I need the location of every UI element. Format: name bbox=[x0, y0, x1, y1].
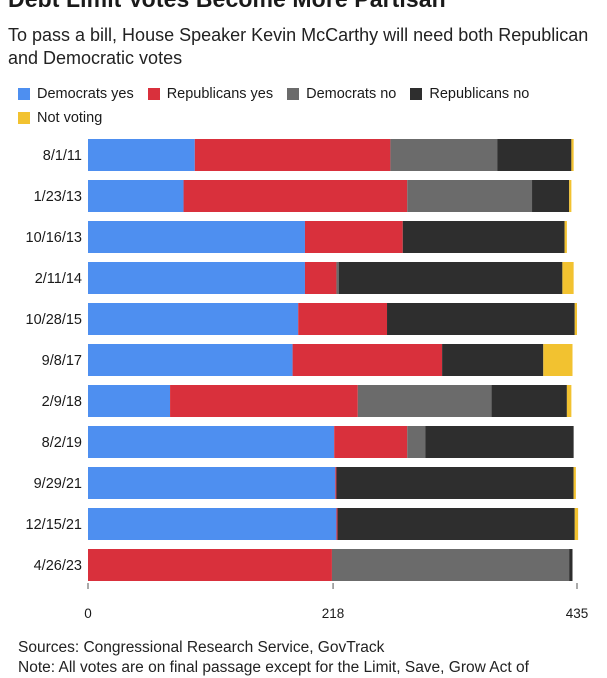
bar-segment-republicans-yes bbox=[298, 303, 388, 335]
chart-subtitle: To pass a bill, House Speaker Kevin McCa… bbox=[8, 25, 589, 68]
footnote: Note: All votes are on final passage exc… bbox=[18, 659, 529, 676]
y-tick-label: 1/23/13 bbox=[34, 189, 82, 205]
legend-label-democrats-no: Democrats no bbox=[306, 86, 397, 102]
bar-segment-republicans-yes bbox=[336, 508, 338, 540]
legend-row-1: Democrats yes Republicans yes Democrats … bbox=[18, 82, 598, 106]
y-tick-label: 4/26/23 bbox=[34, 558, 82, 574]
y-tick-label: 8/1/11 bbox=[43, 148, 82, 164]
bar-segment-democrats-yes bbox=[88, 467, 336, 499]
bar-segment-democrats-yes bbox=[88, 344, 293, 376]
bar-segment-republicans-no bbox=[532, 180, 570, 212]
legend-swatch-republicans-no bbox=[410, 88, 423, 100]
bar-segment-democrats-no bbox=[390, 139, 498, 171]
legend-label-democrats-yes: Democrats yes bbox=[37, 86, 134, 102]
y-tick-label: 10/16/13 bbox=[26, 230, 82, 246]
legend-item-democrats-yes: Democrats yes bbox=[18, 86, 134, 102]
x-tick-label: 435 bbox=[566, 606, 589, 621]
x-tick-label: 218 bbox=[322, 606, 345, 621]
bar-segment-republicans-no bbox=[338, 262, 563, 294]
y-tick-label: 10/28/15 bbox=[26, 312, 82, 328]
sources-note: Sources: Congressional Research Service,… bbox=[18, 639, 385, 656]
bar-segment-democrats-yes bbox=[88, 262, 305, 294]
bar-segment-democrats-yes bbox=[88, 508, 337, 540]
bar-segment-democrats-no bbox=[407, 426, 426, 458]
legend-item-republicans-yes: Republicans yes bbox=[147, 86, 274, 102]
chart-title: Debt Limit Votes Become More Partisan bbox=[8, 0, 446, 13]
legend-item-republicans-no: Republicans no bbox=[410, 86, 529, 102]
chart-footer: Sources: Congressional Research Service,… bbox=[18, 638, 603, 678]
bar-segment-democrats-yes bbox=[88, 426, 335, 458]
y-tick-label: 12/15/21 bbox=[26, 517, 82, 533]
bar-segment-democrats-yes bbox=[88, 180, 184, 212]
y-tick-label: 2/9/18 bbox=[42, 394, 82, 410]
legend-label-republicans-no: Republicans no bbox=[429, 86, 530, 102]
bar-segment-democrats-no bbox=[407, 180, 533, 212]
bar-segment-democrats-yes bbox=[88, 385, 171, 417]
bar-segment-republicans-yes bbox=[304, 262, 337, 294]
bar-segment-democrats-no bbox=[331, 549, 570, 581]
bar-segment-republicans-no bbox=[491, 385, 567, 417]
y-tick-label: 2/11/14 bbox=[35, 271, 82, 287]
bar-segment-republicans-yes bbox=[335, 467, 337, 499]
legend-swatch-not-voting bbox=[18, 112, 30, 124]
y-tick-label: 9/8/17 bbox=[42, 353, 82, 369]
bar-segment-not-voting bbox=[574, 303, 577, 335]
y-tick-label: 9/29/21 bbox=[34, 476, 82, 492]
bar-segment-republicans-no bbox=[402, 221, 565, 253]
bar-segment-not-voting bbox=[574, 508, 579, 540]
legend-swatch-democrats-no bbox=[287, 88, 300, 100]
bar-segment-republicans-yes bbox=[292, 344, 443, 376]
bar-segment-not-voting bbox=[543, 344, 573, 376]
bar-segment-republicans-yes bbox=[88, 549, 332, 581]
bar-segment-democrats-no bbox=[357, 385, 492, 417]
bar-segment-republicans-yes bbox=[194, 139, 391, 171]
bar-segment-republicans-no bbox=[425, 426, 574, 458]
legend-label-republicans-yes: Republicans yes bbox=[166, 86, 274, 102]
bar-segment-not-voting bbox=[571, 139, 574, 171]
bar-segment-republicans-no bbox=[387, 303, 575, 335]
y-tick-label: 8/2/19 bbox=[42, 435, 82, 451]
legend-item-democrats-no: Democrats no bbox=[287, 86, 396, 102]
legend-row-2: Not voting bbox=[18, 106, 598, 130]
legend-swatch-democrats-yes bbox=[18, 88, 30, 100]
bar-segment-republicans-yes bbox=[170, 385, 358, 417]
bar-segment-not-voting bbox=[564, 221, 567, 253]
bar-segment-republicans-yes bbox=[183, 180, 408, 212]
bar-segment-not-voting bbox=[569, 180, 572, 212]
bar-segment-republicans-no bbox=[337, 508, 575, 540]
legend-label-not-voting: Not voting bbox=[37, 110, 103, 126]
bar-segment-democrats-no bbox=[336, 262, 339, 294]
x-tick-label: 0 bbox=[84, 606, 92, 621]
bar-segment-republicans-no bbox=[497, 139, 572, 171]
bar-segment-republicans-yes bbox=[304, 221, 403, 253]
legend-item-not-voting: Not voting bbox=[18, 110, 102, 126]
chart-legend: Democrats yes Republicans yes Democrats … bbox=[18, 82, 598, 130]
bar-segment-democrats-yes bbox=[88, 221, 305, 253]
bar-segment-republicans-no bbox=[336, 467, 574, 499]
bar-segment-democrats-yes bbox=[88, 303, 299, 335]
bar-segment-republicans-no bbox=[569, 549, 573, 581]
bar-segment-not-voting bbox=[566, 385, 572, 417]
bar-segment-not-voting bbox=[573, 467, 576, 499]
bar-segment-democrats-yes bbox=[88, 139, 195, 171]
legend-swatch-republicans-yes bbox=[147, 88, 160, 100]
bar-segment-not-voting bbox=[562, 262, 574, 294]
bar-segment-republicans-no bbox=[442, 344, 544, 376]
bar-segment-republicans-yes bbox=[334, 426, 408, 458]
